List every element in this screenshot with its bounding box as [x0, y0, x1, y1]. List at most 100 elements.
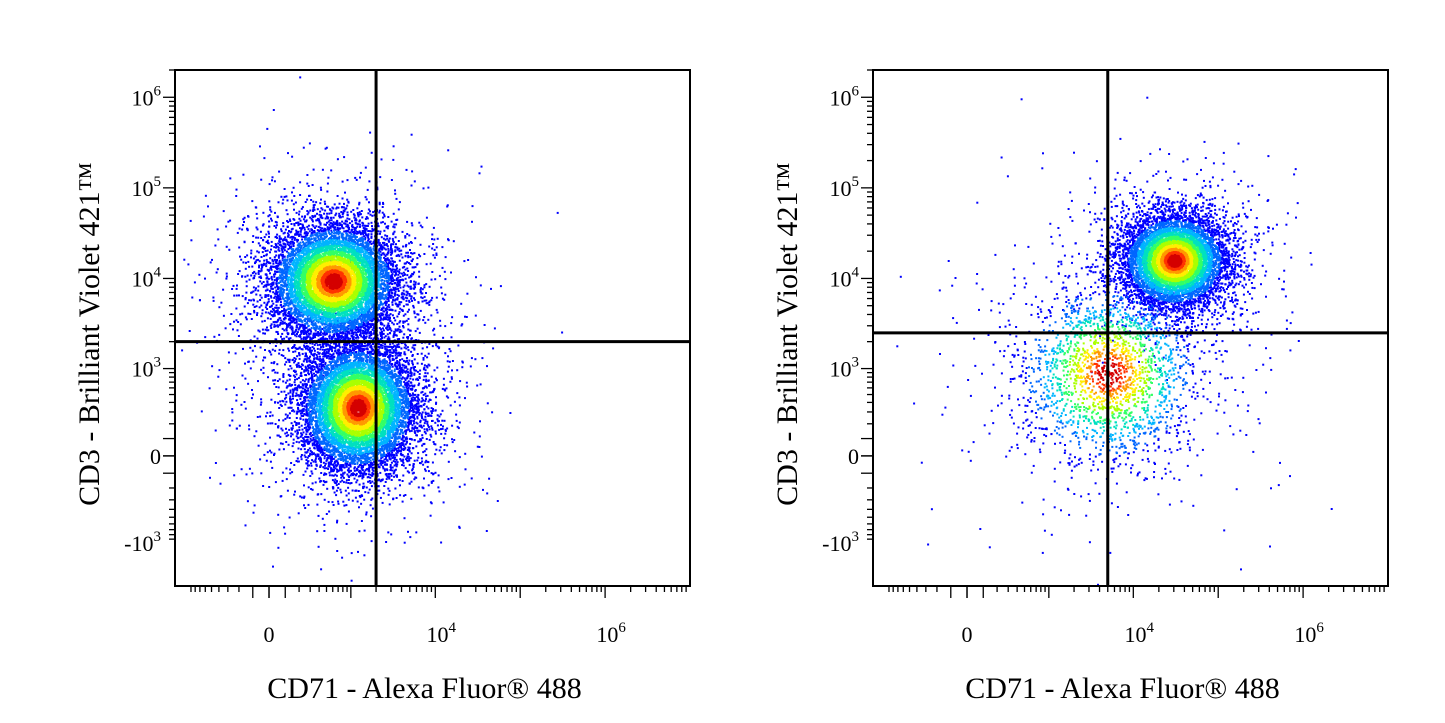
event-dot [428, 303, 431, 306]
event-dot [406, 310, 409, 313]
event-dot [255, 236, 258, 239]
event-dot [296, 412, 299, 415]
event-dot [306, 430, 309, 433]
event-dot [410, 366, 413, 369]
event-dot [310, 327, 313, 329]
event-dot [319, 333, 322, 336]
event-dot [404, 432, 407, 435]
event-dot [373, 325, 376, 328]
event-dot [404, 383, 407, 386]
event-dot [449, 404, 452, 407]
event-dot [276, 320, 279, 323]
event-dot [304, 355, 307, 358]
event-dot [333, 342, 336, 345]
event-dot [402, 325, 404, 327]
event-dot [404, 467, 407, 470]
event-dot [356, 225, 359, 228]
event-dot [309, 216, 312, 219]
event-dot [408, 293, 411, 295]
event-dot [275, 330, 278, 333]
event-dot [406, 437, 409, 440]
event-dot [300, 496, 303, 499]
event-dot [411, 170, 414, 173]
event-dot [417, 400, 420, 403]
event-dot [388, 457, 391, 460]
event-dot [394, 246, 397, 249]
event-dot [302, 224, 304, 227]
event-dot [309, 361, 312, 364]
event-dot [435, 401, 438, 404]
event-dot [388, 354, 391, 357]
event-dot [408, 471, 411, 474]
event-dot [266, 249, 269, 252]
event-dot [368, 201, 370, 204]
event-dot [270, 248, 272, 251]
event-dot [440, 541, 443, 544]
event-dot [381, 501, 384, 504]
event-dot [430, 407, 433, 410]
event-dot [433, 381, 436, 384]
event-dot [295, 460, 298, 462]
event-dot [276, 309, 279, 312]
event-dot [488, 477, 491, 480]
event-dot [358, 220, 361, 223]
event-dot [388, 489, 391, 492]
event-dot [300, 455, 303, 458]
event-dot [323, 498, 326, 501]
event-dot [301, 206, 304, 209]
event-dot [310, 435, 313, 438]
event-dot [341, 465, 344, 468]
event-dot [323, 223, 326, 226]
event-dot [369, 476, 372, 479]
event-dot [312, 200, 315, 203]
event-dot [341, 213, 344, 215]
event-dot [343, 210, 346, 213]
event-dot [395, 352, 398, 355]
event-dot [266, 411, 269, 414]
event-dot [347, 492, 350, 495]
event-dot [227, 351, 230, 354]
event-dot [353, 469, 356, 472]
event-dot [383, 247, 386, 250]
event-dot [409, 263, 412, 266]
event-dot [300, 375, 303, 377]
event-dot [254, 345, 256, 348]
event-dot [268, 220, 271, 223]
event-dot [232, 284, 235, 287]
event-dot [288, 361, 291, 363]
event-dot [307, 379, 310, 381]
event-dot [319, 343, 321, 346]
event-dot [293, 420, 296, 423]
event-dot [394, 361, 397, 364]
event-dot [260, 368, 263, 371]
event-dot [556, 211, 559, 214]
event-dot [274, 423, 277, 425]
event-dot [403, 517, 406, 520]
event-dot [391, 451, 394, 454]
event-dot [442, 425, 444, 428]
event-dot [331, 486, 334, 489]
event-dot [461, 366, 464, 369]
event-dot [367, 480, 370, 483]
event-dot [427, 426, 430, 428]
event-dot [402, 474, 405, 477]
event-dot [363, 323, 366, 325]
event-dot [396, 362, 398, 365]
event-dot [427, 407, 430, 410]
event-dot [394, 349, 397, 352]
event-dot [345, 494, 348, 497]
event-dot [428, 438, 431, 441]
event-dot [415, 339, 418, 341]
event-dot [395, 243, 397, 246]
event-dot [308, 360, 311, 363]
event-dot [424, 321, 427, 324]
event-dot [319, 348, 322, 351]
event-dot [281, 322, 284, 325]
event-dot [288, 244, 290, 247]
event-dot [274, 379, 277, 382]
event-dot [300, 432, 303, 435]
event-dot [336, 464, 339, 467]
event-dot [403, 351, 406, 354]
event-dot [394, 354, 397, 357]
event-dot [354, 227, 357, 230]
